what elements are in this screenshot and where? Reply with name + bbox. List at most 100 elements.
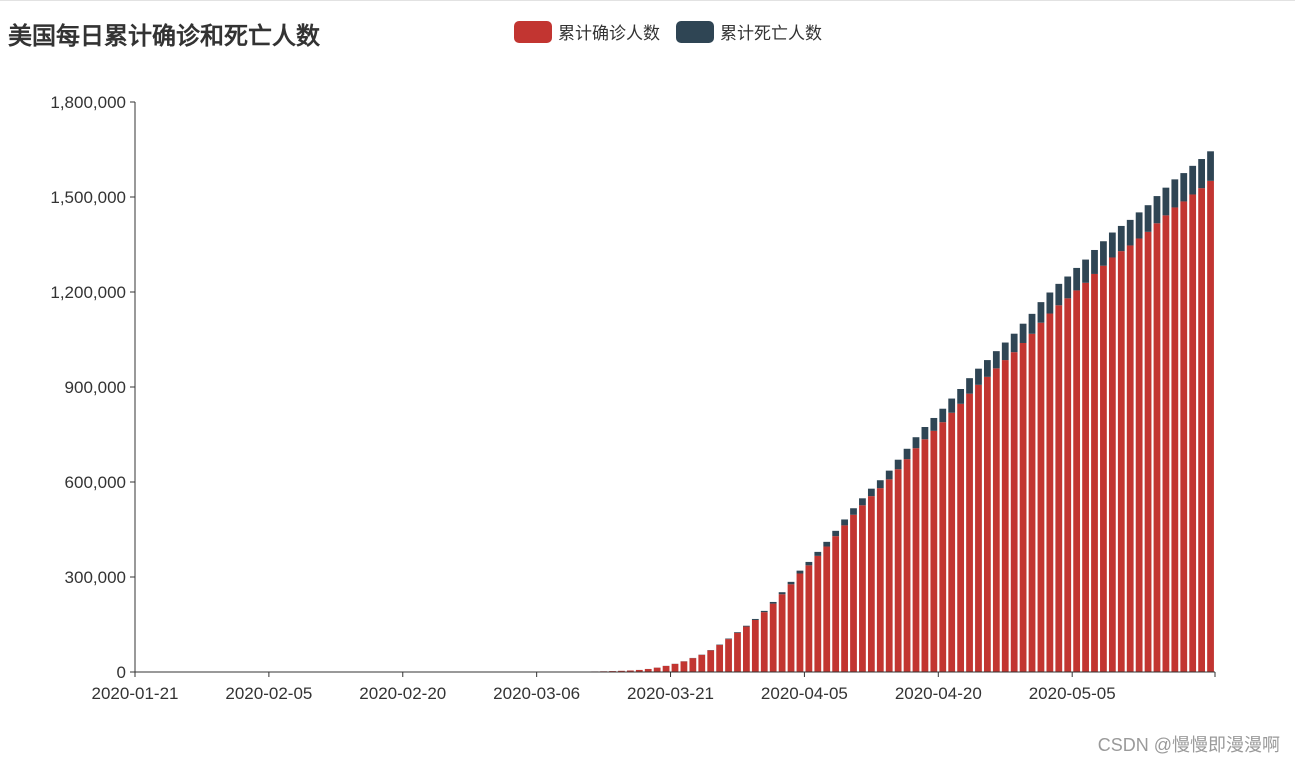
x-tick-label: 2020-04-20 [895, 684, 982, 703]
bar-deaths [743, 625, 750, 627]
bar-deaths [1117, 225, 1125, 252]
bar-deaths [1153, 196, 1161, 224]
bar-deaths [948, 398, 956, 413]
chart-title: 美国每日累计确诊和死亡人数 [8, 23, 320, 50]
bar-deaths [1082, 259, 1089, 283]
bar-deaths [769, 601, 777, 604]
bar-confirmed [787, 584, 795, 672]
watermark: CSDN @慢慢即漫漫啊 [1097, 735, 1280, 755]
bar-confirmed [814, 555, 822, 672]
legend-swatch-confirmed [514, 20, 552, 43]
bar-confirmed [653, 667, 661, 672]
bar-confirmed [894, 469, 902, 672]
bar-deaths [1037, 302, 1045, 323]
bar-deaths [894, 459, 902, 470]
bar-confirmed [1082, 282, 1089, 672]
bar-confirmed [1055, 305, 1063, 672]
bar-deaths [1108, 232, 1116, 258]
bar-confirmed [1019, 342, 1027, 672]
bar-confirmed [644, 669, 652, 672]
top-divider [0, 0, 1295, 1]
bar-confirmed [859, 505, 866, 672]
bar-deaths [823, 541, 831, 547]
bar-confirmed [1162, 215, 1170, 672]
bar-deaths [1091, 249, 1098, 274]
bar-deaths [1010, 333, 1018, 353]
bar-deaths [1100, 241, 1107, 266]
bar-confirmed [716, 645, 724, 672]
bar-deaths [805, 561, 813, 566]
bar-confirmed [1073, 290, 1081, 672]
bar-confirmed [1001, 360, 1009, 672]
x-tick-label: 2020-04-05 [761, 684, 848, 703]
bar-confirmed [689, 658, 697, 672]
legend-item-deaths[interactable]: 累计死亡人数 [676, 19, 822, 44]
bar-confirmed [841, 525, 848, 672]
bar-confirmed [1126, 245, 1134, 672]
bar-confirmed [903, 459, 911, 672]
legend: 累计确诊人数 累计死亡人数 [514, 19, 838, 44]
bar-confirmed [1010, 352, 1018, 672]
bar-deaths [1144, 205, 1152, 232]
bar-deaths [921, 427, 929, 440]
bar-confirmed [778, 594, 786, 672]
bar-confirmed [1064, 298, 1072, 672]
bar-confirmed [734, 632, 741, 672]
bar-deaths [1055, 283, 1063, 306]
bar-deaths [1162, 187, 1170, 216]
bar-deaths [850, 508, 857, 515]
bar-confirmed [939, 422, 947, 672]
bar-confirmed [1117, 251, 1125, 672]
bar-deaths [992, 351, 1000, 369]
bar-confirmed [1100, 265, 1107, 672]
bar-deaths [1126, 219, 1134, 246]
bar-deaths [1028, 313, 1036, 334]
y-tick-label: 1,500,000 [50, 188, 126, 207]
y-tick-label: 1,800,000 [50, 93, 126, 112]
y-tick-label: 1,200,000 [50, 283, 126, 302]
bar-confirmed [698, 654, 706, 672]
bar-deaths [885, 470, 893, 480]
bar-confirmed [832, 536, 840, 672]
bar-deaths [966, 378, 973, 394]
x-tick-label: 2020-03-21 [627, 684, 714, 703]
bar-deaths [1189, 165, 1197, 195]
bar-deaths [734, 632, 741, 633]
bar-confirmed [992, 368, 1000, 672]
bar-confirmed [930, 430, 938, 672]
bar-deaths [1046, 292, 1054, 314]
bar-confirmed [805, 565, 813, 672]
bar-confirmed [743, 626, 750, 672]
bar-deaths [1064, 276, 1072, 299]
bar-confirmed [680, 661, 688, 672]
bar-deaths [1198, 159, 1205, 189]
bar-deaths [975, 368, 982, 385]
bar-confirmed [1189, 194, 1197, 672]
bar-deaths [778, 592, 786, 595]
bar-deaths [751, 618, 759, 620]
bar-deaths [1171, 179, 1179, 208]
bar-confirmed [912, 448, 920, 672]
bar-deaths [939, 408, 947, 423]
bar-confirmed [850, 514, 857, 672]
bar-deaths [725, 638, 732, 640]
y-tick-label: 900,000 [65, 378, 126, 397]
bar-deaths [814, 551, 822, 556]
bar-confirmed [1135, 238, 1143, 673]
bar-confirmed [635, 669, 643, 672]
bar-confirmed [1198, 188, 1205, 672]
bar-confirmed [921, 439, 929, 672]
bar-confirmed [796, 573, 804, 672]
bar-deaths [984, 360, 991, 377]
bar-confirmed [725, 639, 732, 672]
bar-deaths [796, 570, 804, 574]
bar-deaths [930, 417, 938, 431]
bar-confirmed [769, 603, 777, 672]
bar-deaths [1019, 323, 1027, 343]
bar-deaths [957, 389, 965, 404]
legend-item-confirmed[interactable]: 累计确诊人数 [514, 19, 660, 44]
bar-confirmed [751, 619, 759, 672]
legend-label-deaths: 累计死亡人数 [720, 24, 822, 43]
bar-confirmed [671, 663, 679, 672]
bar-deaths [1073, 267, 1081, 291]
